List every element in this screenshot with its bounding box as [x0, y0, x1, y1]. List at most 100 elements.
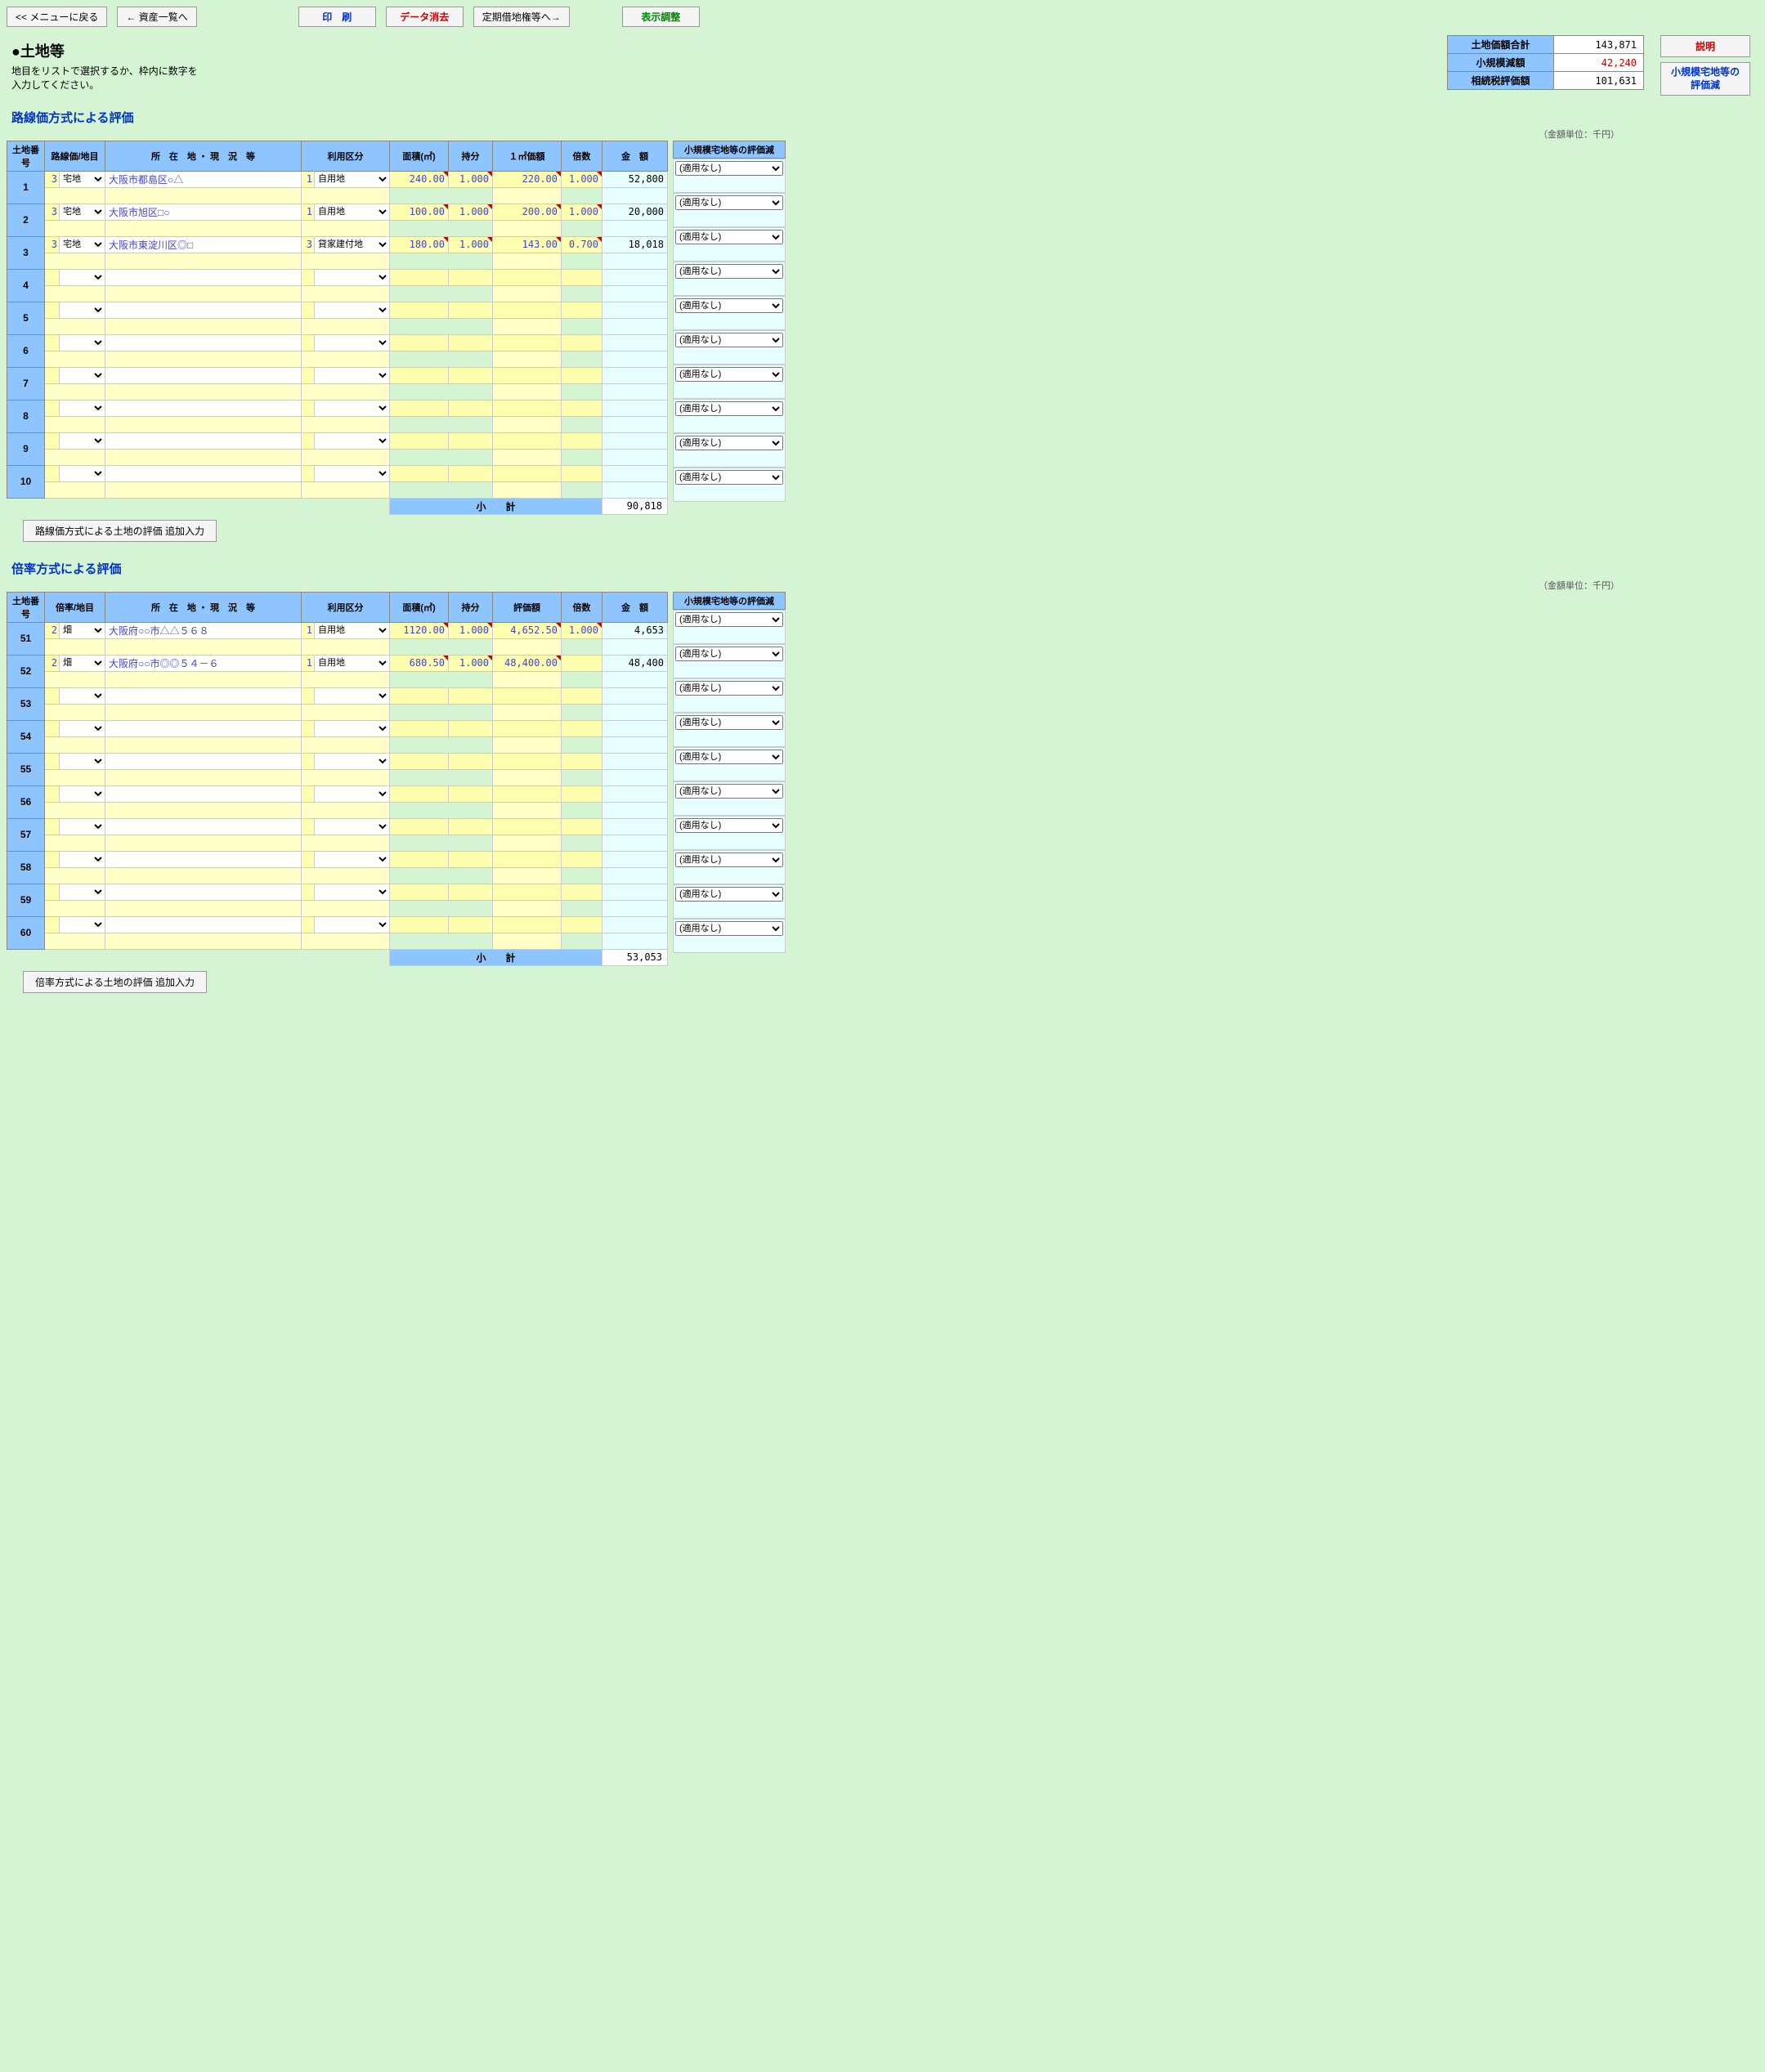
- use-code-input[interactable]: [302, 400, 315, 416]
- use-type-select[interactable]: [315, 302, 390, 318]
- share-input[interactable]: 1.000: [449, 204, 493, 220]
- sub-cell[interactable]: [302, 416, 390, 432]
- sub-cell[interactable]: [302, 253, 390, 269]
- land-code-input[interactable]: [45, 400, 60, 416]
- sub-cell[interactable]: [493, 736, 562, 753]
- price-input[interactable]: [493, 884, 562, 900]
- sub-cell[interactable]: [45, 481, 105, 498]
- share-input[interactable]: [449, 687, 493, 704]
- share-input[interactable]: 1.000: [449, 171, 493, 187]
- area-input[interactable]: [390, 851, 449, 867]
- sub-cell[interactable]: [45, 416, 105, 432]
- multiplier-input[interactable]: [562, 720, 603, 736]
- multiplier-input[interactable]: [562, 302, 603, 318]
- price-input[interactable]: [493, 465, 562, 481]
- land-code-input[interactable]: [45, 687, 60, 704]
- land-code-input[interactable]: [45, 851, 60, 867]
- sub-cell[interactable]: [302, 736, 390, 753]
- sub-cell[interactable]: [493, 867, 562, 884]
- land-type-select[interactable]: [60, 465, 105, 481]
- reduction-select[interactable]: (適用なし): [675, 750, 783, 764]
- sub-cell[interactable]: [302, 187, 390, 204]
- sub-cell[interactable]: [45, 671, 105, 687]
- multiplier-input[interactable]: [562, 367, 603, 383]
- land-type-select[interactable]: 畑: [60, 622, 105, 638]
- back-menu-button[interactable]: << メニューに戻る: [7, 7, 107, 27]
- reduction-select[interactable]: (適用なし): [675, 612, 783, 627]
- multiplier-input[interactable]: [562, 655, 603, 671]
- use-type-select[interactable]: 自用地: [315, 171, 390, 187]
- sub-cell[interactable]: [493, 638, 562, 655]
- sub-cell[interactable]: [45, 285, 105, 302]
- sub-cell[interactable]: [45, 835, 105, 851]
- land-type-select[interactable]: 宅地: [60, 171, 105, 187]
- address-sub-input[interactable]: [105, 220, 302, 236]
- use-code-input[interactable]: [302, 720, 315, 736]
- sub-cell[interactable]: [493, 285, 562, 302]
- price-input[interactable]: [493, 367, 562, 383]
- land-type-select[interactable]: [60, 302, 105, 318]
- add-row-button-2[interactable]: 倍率方式による土地の評価 追加入力: [23, 971, 207, 993]
- land-type-select[interactable]: [60, 720, 105, 736]
- address-sub-input[interactable]: [105, 736, 302, 753]
- share-input[interactable]: 1.000: [449, 622, 493, 638]
- share-input[interactable]: [449, 753, 493, 769]
- address-sub-input[interactable]: [105, 704, 302, 720]
- land-code-input[interactable]: 3: [45, 204, 60, 220]
- area-input[interactable]: [390, 916, 449, 933]
- reduction-select[interactable]: (適用なし): [675, 436, 783, 450]
- sub-cell[interactable]: [45, 449, 105, 465]
- use-type-select[interactable]: [315, 367, 390, 383]
- area-input[interactable]: [390, 720, 449, 736]
- multiplier-input[interactable]: [562, 687, 603, 704]
- land-code-input[interactable]: [45, 884, 60, 900]
- address-sub-input[interactable]: [105, 187, 302, 204]
- share-input[interactable]: [449, 818, 493, 835]
- land-code-input[interactable]: [45, 785, 60, 802]
- reduction-select[interactable]: (適用なし): [675, 887, 783, 902]
- use-code-input[interactable]: [302, 432, 315, 449]
- multiplier-input[interactable]: [562, 753, 603, 769]
- area-input[interactable]: [390, 785, 449, 802]
- use-code-input[interactable]: [302, 367, 315, 383]
- address-sub-input[interactable]: [105, 802, 302, 818]
- sub-cell[interactable]: [302, 835, 390, 851]
- address-input[interactable]: 大阪府○○市◎◎５４－６: [105, 655, 302, 671]
- sub-cell[interactable]: [493, 900, 562, 916]
- area-input[interactable]: 100.00: [390, 204, 449, 220]
- use-code-input[interactable]: [302, 334, 315, 351]
- multiplier-input[interactable]: 1.000: [562, 622, 603, 638]
- address-input[interactable]: [105, 851, 302, 867]
- use-code-input[interactable]: [302, 465, 315, 481]
- sub-cell[interactable]: [302, 383, 390, 400]
- price-input[interactable]: 48,400.00: [493, 655, 562, 671]
- use-type-select[interactable]: 自用地: [315, 622, 390, 638]
- multiplier-input[interactable]: [562, 884, 603, 900]
- address-input[interactable]: [105, 400, 302, 416]
- multiplier-input[interactable]: [562, 818, 603, 835]
- sub-cell[interactable]: [302, 481, 390, 498]
- share-input[interactable]: [449, 851, 493, 867]
- address-input[interactable]: [105, 818, 302, 835]
- reduction-select[interactable]: (適用なし): [675, 298, 783, 313]
- sub-cell[interactable]: [493, 449, 562, 465]
- use-code-input[interactable]: [302, 753, 315, 769]
- use-code-input[interactable]: 1: [302, 622, 315, 638]
- address-sub-input[interactable]: [105, 481, 302, 498]
- sub-cell[interactable]: [493, 481, 562, 498]
- sub-cell[interactable]: [493, 318, 562, 334]
- land-code-input[interactable]: 3: [45, 171, 60, 187]
- multiplier-input[interactable]: [562, 269, 603, 285]
- sub-cell[interactable]: [302, 704, 390, 720]
- use-type-select[interactable]: 自用地: [315, 204, 390, 220]
- sub-cell[interactable]: [302, 285, 390, 302]
- multiplier-input[interactable]: [562, 916, 603, 933]
- use-type-select[interactable]: [315, 269, 390, 285]
- address-input[interactable]: [105, 465, 302, 481]
- price-input[interactable]: 200.00: [493, 204, 562, 220]
- sub-cell[interactable]: [302, 769, 390, 785]
- price-input[interactable]: [493, 818, 562, 835]
- reduction-select[interactable]: (適用なし): [675, 647, 783, 661]
- use-type-select[interactable]: [315, 400, 390, 416]
- add-row-button-1[interactable]: 路線価方式による土地の評価 追加入力: [23, 520, 217, 542]
